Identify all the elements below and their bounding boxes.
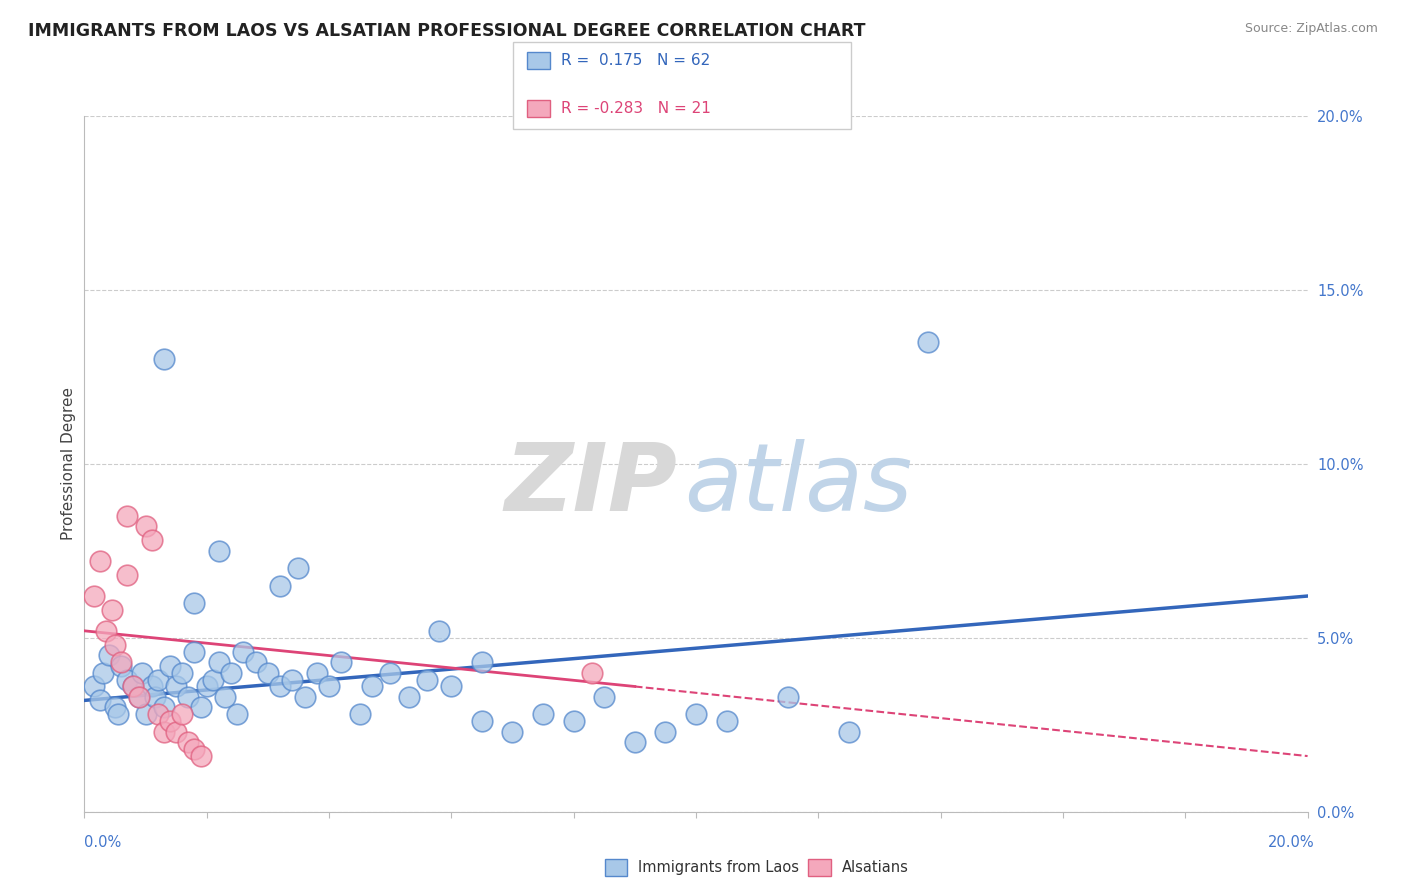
Point [330, 655, 353, 669]
Point [107, 707, 129, 722]
Text: Source: ZipAtlas.com: Source: ZipAtlas.com [1244, 22, 1378, 36]
Point [91, 665, 114, 680]
Point [838, 724, 860, 739]
Point [172, 665, 194, 680]
Point [208, 543, 231, 558]
Text: Immigrants from Laos: Immigrants from Laos [638, 860, 800, 875]
Text: R = -0.283   N = 21: R = -0.283 N = 21 [561, 101, 711, 116]
Text: Alsatians: Alsatians [842, 860, 910, 875]
Point [471, 655, 494, 669]
Point [917, 334, 939, 349]
Point [281, 673, 304, 687]
Point [128, 690, 150, 704]
Text: ZIP: ZIP [505, 439, 678, 531]
Point [94, 624, 117, 638]
Point [159, 658, 181, 673]
Point [502, 724, 524, 739]
Point [190, 700, 212, 714]
Point [427, 624, 450, 638]
Point [716, 714, 738, 729]
Point [305, 665, 328, 680]
Point [115, 568, 138, 582]
Point [153, 352, 176, 367]
Point [128, 690, 150, 704]
Point [624, 735, 647, 749]
Text: 0.0%: 0.0% [84, 836, 121, 850]
Point [135, 707, 157, 722]
Point [141, 533, 163, 548]
Point [97, 648, 120, 662]
Point [183, 596, 205, 610]
Point [471, 714, 494, 729]
Point [122, 680, 145, 694]
Point [183, 742, 205, 756]
Point [214, 690, 236, 704]
Point [115, 508, 138, 523]
Point [416, 673, 439, 687]
Point [398, 690, 420, 704]
Point [776, 690, 799, 704]
Point [177, 690, 200, 704]
Point [257, 665, 280, 680]
Point [172, 707, 194, 722]
Point [153, 700, 176, 714]
Point [531, 707, 554, 722]
Point [89, 693, 111, 707]
Point [562, 714, 585, 729]
Point [146, 673, 169, 687]
Point [232, 645, 254, 659]
Y-axis label: Professional Degree: Professional Degree [60, 387, 76, 541]
Point [165, 680, 187, 694]
Point [226, 707, 249, 722]
Point [122, 680, 145, 694]
Point [83, 680, 105, 694]
Point [318, 680, 340, 694]
Point [143, 690, 166, 704]
Point [153, 724, 176, 739]
Point [269, 578, 291, 592]
Point [294, 690, 316, 704]
Point [183, 645, 205, 659]
Point [219, 665, 242, 680]
Point [101, 603, 124, 617]
Point [654, 724, 676, 739]
Point [141, 680, 163, 694]
Point [349, 707, 371, 722]
Point [440, 680, 463, 694]
Text: IMMIGRANTS FROM LAOS VS ALSATIAN PROFESSIONAL DEGREE CORRELATION CHART: IMMIGRANTS FROM LAOS VS ALSATIAN PROFESS… [28, 22, 866, 40]
Point [360, 680, 382, 694]
Point [269, 680, 291, 694]
Point [380, 665, 402, 680]
Point [110, 655, 132, 669]
Text: 20.0%: 20.0% [1268, 836, 1315, 850]
Point [104, 700, 127, 714]
Point [195, 680, 218, 694]
Point [593, 690, 616, 704]
Point [83, 589, 105, 603]
Text: R =  0.175   N = 62: R = 0.175 N = 62 [561, 53, 710, 68]
Point [89, 554, 111, 568]
Point [685, 707, 707, 722]
Point [159, 714, 181, 729]
Text: atlas: atlas [683, 439, 912, 530]
Point [581, 665, 603, 680]
Point [165, 724, 187, 739]
Point [131, 665, 153, 680]
Point [287, 561, 309, 575]
Point [135, 519, 157, 533]
Point [208, 655, 231, 669]
Point [245, 655, 267, 669]
Point [104, 638, 127, 652]
Point [110, 658, 132, 673]
Point [115, 673, 138, 687]
Point [177, 735, 200, 749]
Point [146, 707, 169, 722]
Point [201, 673, 224, 687]
Point [190, 749, 212, 764]
